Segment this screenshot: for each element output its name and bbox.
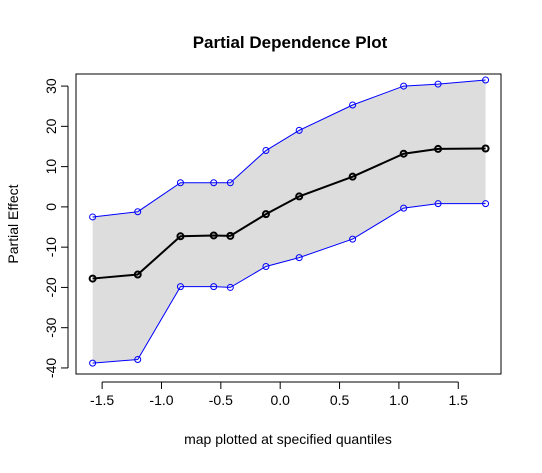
y-tick-label: 0 [43, 203, 59, 211]
y-axis-label: Partial Effect [5, 184, 21, 263]
x-tick-label: 0.0 [270, 392, 290, 408]
y-tick-label: -10 [43, 237, 59, 257]
y-tick-label: 10 [43, 159, 59, 175]
x-tick-label: -0.5 [209, 392, 233, 408]
x-axis: -1.5 -1.0 -0.5 0.0 0.5 1.0 1.5 [90, 382, 468, 408]
x-tick-label: -1.0 [149, 392, 173, 408]
y-tick-label: -30 [43, 317, 59, 337]
y-tick-label: -40 [43, 358, 59, 378]
y-tick-label: 30 [43, 78, 59, 94]
confidence-band [93, 80, 486, 363]
x-axis-label: map plotted at specified quantiles [184, 431, 392, 447]
x-tick-label: 0.5 [330, 392, 350, 408]
y-axis: -40 -30 -20 -10 0 10 20 30 [43, 78, 68, 378]
chart-title: Partial Dependence Plot [193, 33, 388, 52]
x-tick-label: -1.5 [90, 392, 114, 408]
y-tick-label: -20 [43, 277, 59, 297]
x-tick-label: 1.0 [389, 392, 409, 408]
x-tick-label: 1.5 [449, 392, 469, 408]
confidence-band-layer [93, 80, 486, 363]
y-tick-label: 20 [43, 118, 59, 134]
